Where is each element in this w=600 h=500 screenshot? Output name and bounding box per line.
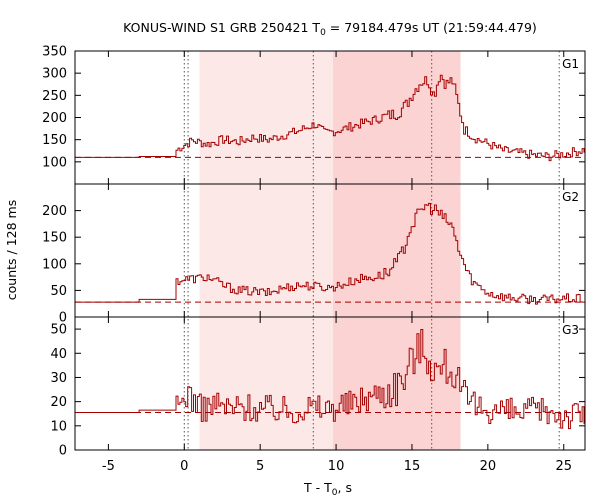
y-tick-label: 10 <box>50 419 67 434</box>
y-tick-label: 350 <box>42 45 67 60</box>
y-tick-label: 100 <box>42 257 67 272</box>
panel-label-g2: G2 <box>562 190 579 204</box>
y-ticks: 1001502002503003500501001502000102030405… <box>42 45 585 459</box>
panel-labels: G1 G2 G3 <box>562 57 579 337</box>
y-tick-label: 40 <box>50 347 67 362</box>
light-curves <box>75 74 585 430</box>
shaded-interval-light <box>199 51 334 450</box>
y-tick-label: 300 <box>42 67 67 82</box>
light-curve-g1 <box>75 74 585 162</box>
shaded-intervals <box>199 51 461 450</box>
chart-title: KONUS-WIND S1 GRB 250421 T0 = 79184.479s… <box>123 20 537 38</box>
x-tick-label: 25 <box>555 459 572 474</box>
panel-frame-g3 <box>74 316 586 451</box>
panel-label-g3: G3 <box>562 323 579 337</box>
y-axis-label: counts / 128 ms <box>4 200 19 300</box>
x-ticks: -5 0 5 10 15 20 25 <box>102 51 572 474</box>
vertical-guides <box>183 51 560 450</box>
y-tick-label: 250 <box>42 89 67 104</box>
y-tick-label: 0 <box>59 444 67 459</box>
x-tick-label: 10 <box>328 459 345 474</box>
y-tick-label: 50 <box>50 323 67 338</box>
x-tick-label: 20 <box>480 459 497 474</box>
y-tick-label: 200 <box>42 111 67 126</box>
y-tick-label: 30 <box>50 371 67 386</box>
x-tick-label: 5 <box>256 459 264 474</box>
x-tick-label: 15 <box>404 459 421 474</box>
light-curve-g2 <box>75 202 585 305</box>
shaded-interval-dark <box>333 51 461 450</box>
y-tick-label: 20 <box>50 395 67 410</box>
y-tick-label: 0 <box>59 311 67 326</box>
y-tick-label: 150 <box>42 231 67 246</box>
x-tick-label: 0 <box>180 459 188 474</box>
x-axis-label: T - T0, s <box>303 480 352 498</box>
y-tick-label: 50 <box>50 284 67 299</box>
x-tick-label: -5 <box>102 459 115 474</box>
y-tick-label: 150 <box>42 133 67 148</box>
light-curve-g3 <box>75 329 585 430</box>
panel-label-g1: G1 <box>562 57 579 71</box>
y-tick-label: 200 <box>42 204 67 219</box>
y-tick-label: 100 <box>42 155 67 170</box>
